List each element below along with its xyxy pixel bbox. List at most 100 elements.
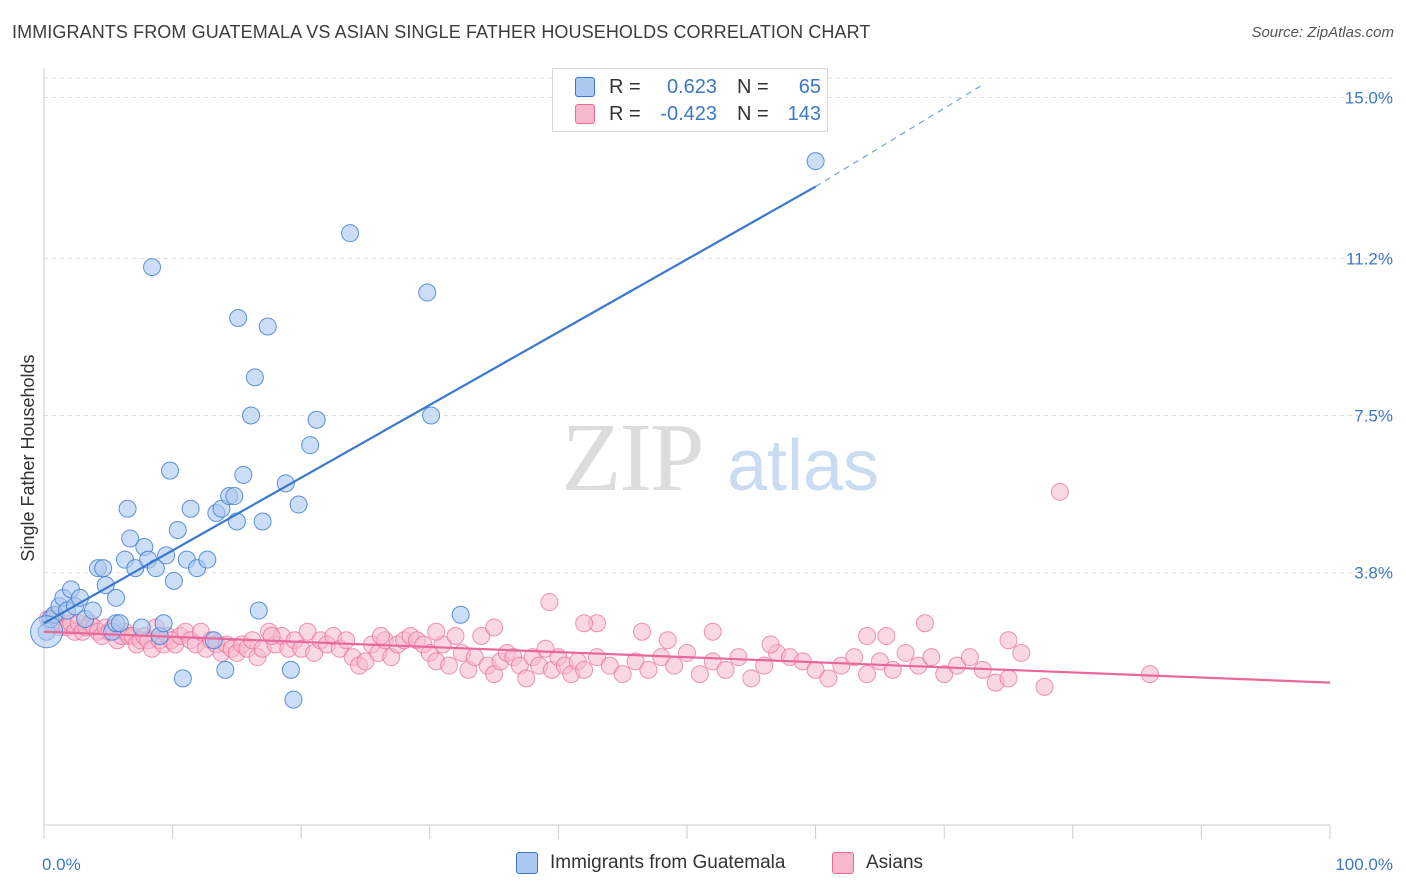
asians-point-113	[742, 669, 761, 688]
asians-point-105	[639, 660, 658, 679]
legend-r-value: -0.423	[660, 102, 717, 125]
asians-point-128	[935, 665, 954, 684]
legend-n-value: 65	[798, 75, 821, 98]
asians-point-134	[1012, 643, 1031, 662]
legend-r-label: R =	[609, 75, 641, 98]
asians-point-57	[298, 622, 317, 641]
asians-point-119	[819, 669, 838, 688]
asians-point-112	[729, 648, 748, 667]
guatemala-point-37	[198, 550, 217, 569]
asians-point-129	[948, 656, 967, 675]
guatemala-points	[30, 152, 825, 709]
guatemala-trend-extension	[815, 84, 984, 188]
asians-point-125	[896, 643, 915, 662]
legend-r-label: R =	[609, 102, 641, 125]
legend-row-asians: R = -0.423 N = 143	[575, 101, 821, 127]
guatemala-point-30	[161, 461, 180, 480]
legend-row-guatemala: R = 0.623 N = 65	[575, 74, 821, 100]
asians-point-104	[626, 652, 645, 671]
asians-point-80	[446, 626, 465, 645]
asians-point-139	[877, 626, 896, 645]
guatemala-point-35	[181, 499, 200, 518]
guatemala-point-13	[96, 576, 115, 595]
bottom-legend-guatemala: Immigrants from Guatemala	[516, 852, 785, 874]
guatemala-point-29	[157, 546, 176, 565]
asians-trend-line	[43, 630, 1331, 684]
asians-point-122	[858, 665, 877, 684]
guatemala-point-25	[143, 258, 162, 277]
legend-n-label: N =	[737, 75, 769, 98]
legend-swatch-pink	[575, 104, 595, 124]
guatemala-point-12	[94, 559, 113, 578]
grid-lines	[44, 77, 1392, 573]
asians-point-111	[716, 660, 735, 679]
asians-point-130	[960, 648, 979, 667]
guatemala-point-46	[234, 465, 253, 484]
asians-point-66	[356, 652, 375, 671]
guatemala-point-48	[245, 368, 264, 387]
asians-point-150	[427, 622, 446, 641]
guatemala-point-49	[249, 601, 268, 620]
bottom-legend-swatch-blue	[516, 852, 538, 874]
legend-n-label: N =	[737, 102, 769, 125]
guatemala-point-45	[229, 308, 248, 327]
y-tick-label-0: 3.8%	[1354, 563, 1393, 582]
guatemala-point-33	[173, 669, 192, 688]
guatemala-trend-line	[43, 185, 817, 625]
guatemala-point-19	[118, 499, 137, 518]
y-tick-label-1: 7.5%	[1354, 407, 1393, 426]
asians-point-145	[632, 622, 651, 641]
bottom-legend-label-guatemala: Immigrants from Guatemala	[550, 852, 786, 873]
asians-point-91	[517, 669, 536, 688]
source-label: Source: ZipAtlas.com	[1251, 24, 1394, 41]
asians-point-124	[883, 660, 902, 679]
asians-point-102	[600, 656, 619, 675]
y-tick-label-3: 15.0%	[1345, 89, 1393, 108]
guatemala-point-58	[341, 224, 360, 243]
asians-point-120	[832, 656, 851, 675]
trend-lines	[43, 84, 1331, 684]
watermark: ZIP atlas	[562, 404, 880, 512]
guatemala-point-28	[154, 614, 173, 633]
guatemala-point-38	[204, 631, 223, 650]
asians-point-121	[845, 648, 864, 667]
asians-point-151	[371, 626, 390, 645]
guatemala-point-54	[284, 690, 303, 709]
asians-point-133	[999, 669, 1018, 688]
guatemala-point-17	[110, 614, 129, 633]
y-axis-label: Single Father Households	[18, 354, 38, 561]
guatemala-point-51	[258, 317, 277, 336]
asians-point-127	[922, 648, 941, 667]
asians-point-100	[575, 660, 594, 679]
guatemala-point-41	[216, 660, 235, 679]
legend-n-value: 143	[787, 102, 821, 125]
guatemala-point-62	[806, 152, 825, 171]
tick-labels: 3.8% 7.5% 11.2% 15.0% 0.0% 100.0%	[42, 89, 1393, 875]
bottom-legend-label-asians: Asians	[866, 852, 924, 873]
asians-point-94	[536, 639, 555, 658]
guatemala-point-56	[301, 436, 320, 455]
stats-legend: R = 0.623 N = 65 R = -0.423 N = 143	[552, 68, 828, 132]
asians-point-146	[658, 631, 677, 650]
guatemala-point-57	[307, 410, 326, 429]
asians-point-141	[1140, 665, 1159, 684]
asians-point-140	[999, 631, 1018, 650]
bottom-legend-asians: Asians	[832, 852, 923, 874]
y-tick-label-2: 11.2%	[1346, 250, 1393, 269]
asians-point-144	[575, 614, 594, 633]
guatemala-point-53	[281, 660, 300, 679]
guatemala-point-44	[227, 512, 246, 531]
asians-point-149	[1035, 677, 1054, 696]
bottom-legend-swatch-pink	[832, 852, 854, 874]
guatemala-point-61	[451, 605, 470, 624]
guatemala-point-43	[225, 487, 244, 506]
asians-point-142	[1050, 482, 1069, 501]
asians-points	[38, 482, 1159, 696]
asians-point-84	[472, 626, 491, 645]
asians-point-147	[761, 635, 780, 654]
chart-title: IMMIGRANTS FROM GUATEMALA VS ASIAN SINGL…	[12, 22, 871, 42]
guatemala-point-32	[168, 520, 187, 539]
guatemala-point-60	[422, 406, 441, 425]
asians-point-109	[690, 665, 709, 684]
watermark-atlas: atlas	[727, 426, 879, 506]
